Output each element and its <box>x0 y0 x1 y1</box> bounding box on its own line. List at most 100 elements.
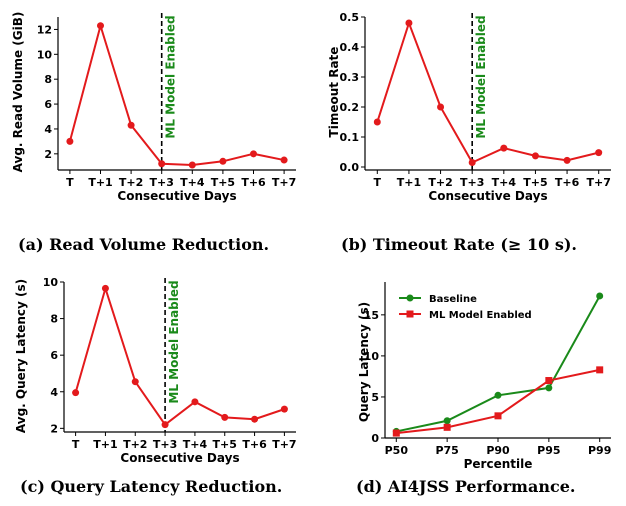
data-point <box>494 412 502 420</box>
y-tick-label: 5 <box>371 391 379 404</box>
data-point <box>280 405 288 413</box>
y-tick-label: 0.0 <box>340 161 360 174</box>
data-point <box>101 284 109 292</box>
x-tick-label: T+7 <box>272 438 296 451</box>
y-tick-label: 2 <box>44 148 52 161</box>
y-axis-label: Avg. Query Latency (s) <box>14 279 28 433</box>
y-tick-label: 10 <box>37 48 53 61</box>
series-line <box>68 22 285 167</box>
x-tick-label: T+5 <box>523 176 547 189</box>
legend-marker <box>406 294 414 302</box>
x-tick-label: T+2 <box>119 176 143 189</box>
subfigure-caption: (d) AI4JSS Performance. <box>356 477 575 496</box>
x-tick-label: T+7 <box>272 176 296 189</box>
data-point <box>468 159 476 166</box>
data-point <box>191 398 199 406</box>
y-tick-label: 0 <box>371 432 379 445</box>
data-point <box>250 150 257 158</box>
x-tick-label: P90 <box>486 444 510 457</box>
y-axis-label: Avg. Read Volume (GiB) <box>11 12 25 173</box>
x-tick-label: T+4 <box>492 176 517 189</box>
data-point <box>405 19 413 27</box>
chart-a: 2 4 6 8 10 12 T T+1 T+2 T+3 T+4 T+5 T+6 T+7 Consecutiv… <box>11 12 296 254</box>
x-tick-label: T+1 <box>93 438 117 451</box>
x-tick-label: P50 <box>385 444 409 457</box>
x-axis-label: Consecutive Days <box>117 189 236 203</box>
x-tick-label: T+6 <box>241 176 266 189</box>
ml-enabled-annotation: ML Model Enabled <box>474 15 488 138</box>
x-tick-label: T+3 <box>460 176 484 189</box>
data-point <box>97 22 104 30</box>
y-axis-label: Timeout Rate <box>327 47 341 138</box>
data-point <box>373 118 381 126</box>
data-point <box>531 152 539 160</box>
x-axis-label: Consecutive Days <box>428 189 547 203</box>
y-tick-label: 4 <box>44 123 52 136</box>
x-tick-label: P75 <box>435 444 458 457</box>
data-point <box>127 121 135 129</box>
x-tick-label: T+2 <box>428 176 452 189</box>
x-tick-label: P99 <box>588 444 611 457</box>
subfigure-caption: (a) Read Volume Reduction. <box>18 235 269 254</box>
y-tick-label: 0.5 <box>340 11 360 24</box>
y-tick-label: 6 <box>50 349 58 362</box>
x-tick-label: T <box>66 176 74 189</box>
x-axis-label: Percentile <box>464 457 533 471</box>
data-point <box>221 413 229 421</box>
data-point <box>66 137 74 145</box>
data-point <box>131 378 139 386</box>
y-tick-label: 8 <box>44 73 52 86</box>
data-point <box>595 149 603 157</box>
chart-b: 0.0 0.1 0.2 0.3 0.4 0.5 T T+1 T+2 T+3 T+4 T+5 T+6 T+7… <box>327 11 611 254</box>
data-point <box>500 144 508 152</box>
x-tick-label: T+6 <box>555 176 580 189</box>
y-tick-label: 6 <box>44 98 52 111</box>
data-point <box>158 160 166 168</box>
y-tick-label: 10 <box>364 350 380 363</box>
x-tick-label: T+4 <box>183 438 208 451</box>
subfigure-caption: (c) Query Latency Reduction. <box>20 477 282 496</box>
data-point <box>251 415 259 423</box>
x-axis-label: Consecutive Days <box>120 451 239 465</box>
ml-enabled-annotation: ML Model Enabled <box>164 15 178 138</box>
x-tick-label: T+2 <box>123 438 147 451</box>
data-point <box>219 157 227 165</box>
subfigure-caption: (b) Timeout Rate (≥ 10 s). <box>341 235 577 254</box>
data-point <box>545 384 553 392</box>
chart-c: 2 4 6 8 10 T T+1 T+2 T+3 T+4 T+5 T+6 T+7 Consecutive … <box>14 276 297 496</box>
x-tick-label: T <box>374 176 382 189</box>
y-tick-label: 0.3 <box>340 71 360 84</box>
data-point <box>596 292 604 300</box>
y-tick-label: 4 <box>50 386 58 399</box>
data-point <box>494 391 502 399</box>
data-point <box>596 366 604 374</box>
y-tick-label: 0.4 <box>340 41 360 54</box>
series-line <box>376 19 599 164</box>
data-point <box>392 429 400 437</box>
y-tick-label: 0.1 <box>340 131 360 144</box>
x-tick-label: T+7 <box>587 176 611 189</box>
y-tick-label: 0.2 <box>340 101 360 114</box>
series-line <box>74 284 285 427</box>
data-point <box>563 156 571 164</box>
x-tick-label: T+1 <box>397 176 421 189</box>
ml-enabled-annotation: ML Model Enabled <box>167 280 181 403</box>
data-point <box>443 417 451 425</box>
y-tick-label: 15 <box>364 309 379 322</box>
data-point <box>280 156 288 164</box>
series-line-ml-model-enabled <box>396 368 600 435</box>
legend-marker <box>406 310 414 318</box>
y-axis-label: Query Latency (s) <box>357 302 371 422</box>
data-point <box>437 103 445 111</box>
data-point <box>443 423 451 431</box>
x-tick-label: T+5 <box>213 438 237 451</box>
y-tick-label: 12 <box>37 23 52 36</box>
legend-label: Baseline <box>429 294 477 305</box>
x-tick-label: T+5 <box>211 176 235 189</box>
x-tick-label: T+4 <box>180 176 205 189</box>
x-tick-label: T+1 <box>88 176 112 189</box>
x-tick-label: T <box>72 438 80 451</box>
y-tick-label: 8 <box>50 313 58 326</box>
legend-label: ML Model Enabled <box>429 310 532 321</box>
